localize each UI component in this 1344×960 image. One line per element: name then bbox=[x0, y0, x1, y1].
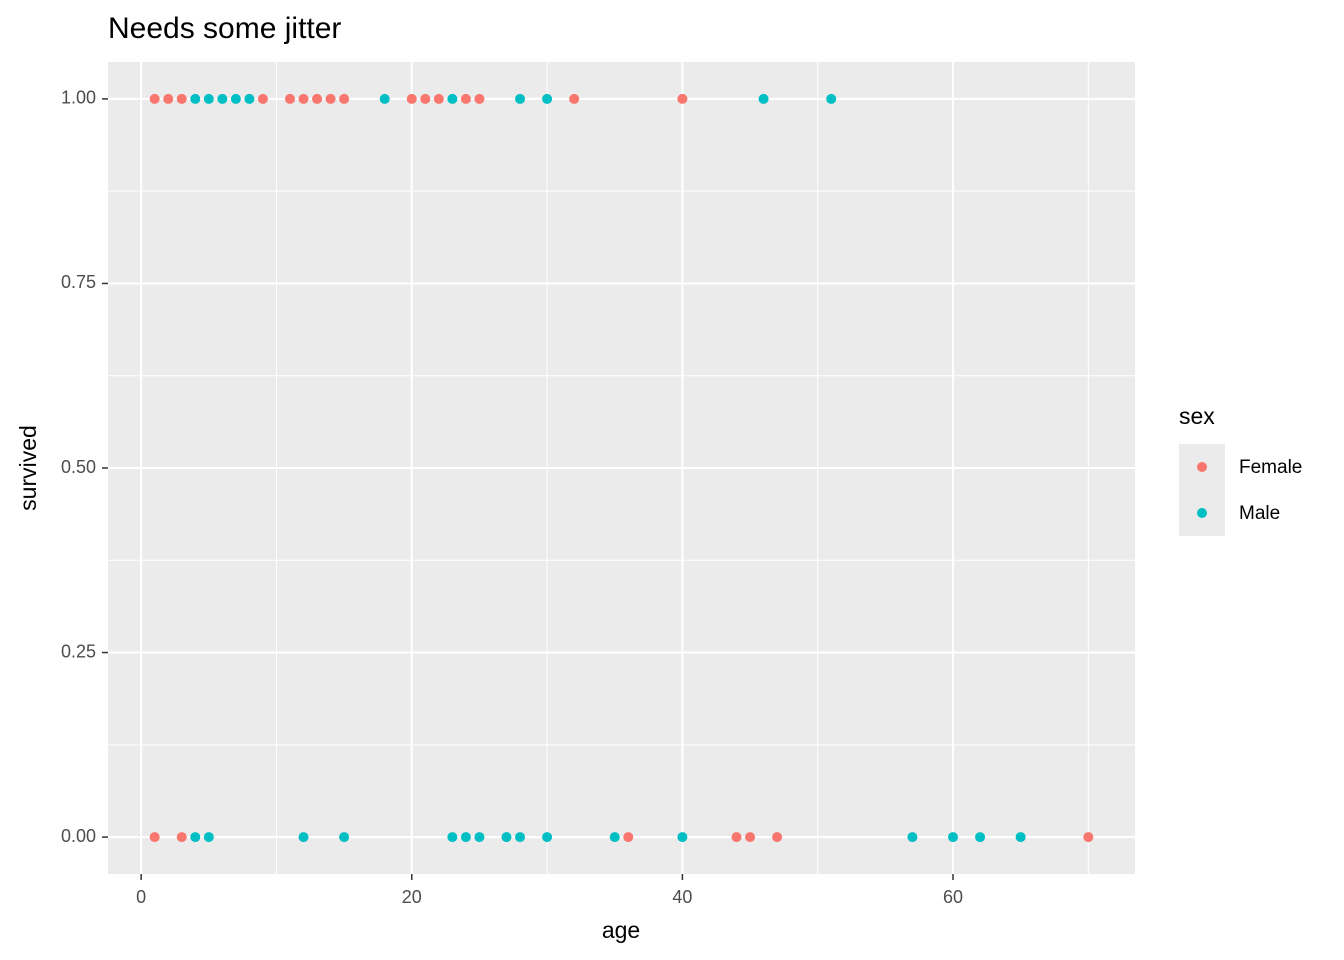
point bbox=[542, 832, 553, 843]
chart-title: Needs some jitter bbox=[108, 12, 341, 45]
point bbox=[149, 93, 160, 104]
point bbox=[163, 93, 174, 104]
point bbox=[406, 93, 417, 104]
point bbox=[190, 93, 201, 104]
point bbox=[447, 832, 458, 843]
point bbox=[826, 93, 837, 104]
legend-title: sex bbox=[1179, 403, 1215, 429]
point bbox=[474, 93, 485, 104]
point bbox=[542, 93, 553, 104]
point bbox=[569, 93, 580, 104]
y-tick-label: 1.00 bbox=[61, 88, 96, 108]
point bbox=[731, 832, 742, 843]
point bbox=[677, 93, 688, 104]
point bbox=[149, 832, 160, 843]
point bbox=[745, 832, 756, 843]
point bbox=[176, 93, 187, 104]
point bbox=[244, 93, 255, 104]
point bbox=[203, 832, 214, 843]
legend-label: Female bbox=[1239, 457, 1302, 478]
point bbox=[474, 832, 485, 843]
point bbox=[284, 93, 295, 104]
x-tick-label: 20 bbox=[402, 887, 422, 907]
point bbox=[176, 832, 187, 843]
point bbox=[975, 832, 986, 843]
y-tick-label: 0.25 bbox=[61, 641, 96, 661]
point bbox=[623, 832, 634, 843]
point bbox=[379, 93, 390, 104]
point bbox=[1083, 832, 1094, 843]
point bbox=[609, 832, 620, 843]
x-tick-label: 0 bbox=[136, 887, 146, 907]
point bbox=[515, 832, 526, 843]
point bbox=[501, 832, 512, 843]
y-tick-label: 0.50 bbox=[61, 457, 96, 477]
point bbox=[190, 832, 201, 843]
point bbox=[447, 93, 458, 104]
legend-marker bbox=[1197, 508, 1207, 518]
point bbox=[339, 832, 350, 843]
point bbox=[230, 93, 241, 104]
point bbox=[907, 832, 918, 843]
y-tick-label: 0.00 bbox=[61, 826, 96, 846]
point bbox=[298, 93, 309, 104]
legend-marker bbox=[1197, 462, 1207, 472]
point bbox=[217, 93, 228, 104]
point bbox=[257, 93, 268, 104]
legend-label: Male bbox=[1239, 503, 1280, 524]
point bbox=[515, 93, 526, 104]
point bbox=[298, 832, 309, 843]
point bbox=[339, 93, 350, 104]
point bbox=[325, 93, 336, 104]
point bbox=[420, 93, 431, 104]
point bbox=[948, 832, 959, 843]
x-tick-label: 60 bbox=[943, 887, 963, 907]
point bbox=[1015, 832, 1026, 843]
y-axis-title: survived bbox=[15, 425, 41, 511]
x-tick-label: 40 bbox=[672, 887, 692, 907]
y-tick-label: 0.75 bbox=[61, 272, 96, 292]
point bbox=[203, 93, 214, 104]
x-axis-title: age bbox=[602, 917, 640, 943]
point bbox=[677, 832, 688, 843]
point bbox=[433, 93, 444, 104]
point bbox=[772, 832, 783, 843]
point bbox=[312, 93, 323, 104]
point bbox=[460, 93, 471, 104]
point bbox=[758, 93, 769, 104]
point bbox=[460, 832, 471, 843]
